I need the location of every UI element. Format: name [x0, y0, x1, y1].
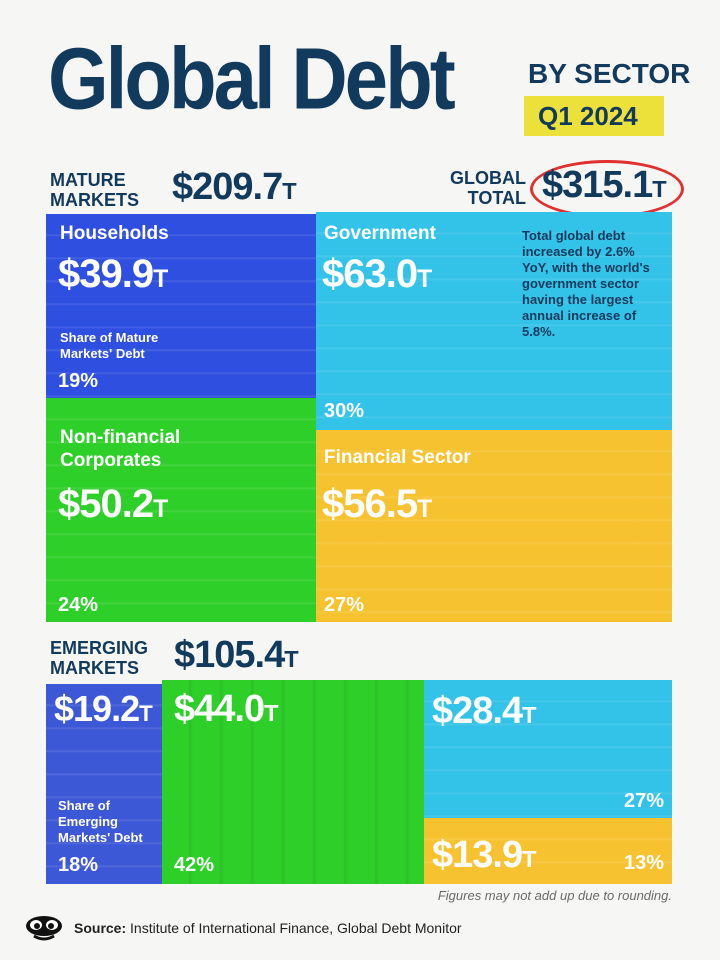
emerging-government-value: $28.4T: [432, 690, 537, 732]
households-block: Households $39.9T Share of Mature Market…: [46, 214, 316, 398]
government-block: Government $63.0T 30%: [316, 212, 672, 430]
emerging-financial-block: $13.9T 13%: [424, 818, 672, 884]
government-share: 30%: [324, 400, 365, 422]
households-label: Households: [60, 223, 169, 244]
chart-title: Global Debt: [48, 29, 456, 128]
emerging-financial-value: $13.9T: [432, 834, 537, 876]
corporates-label: Non-financial Corporates: [60, 427, 181, 471]
government-value: $63.0T: [322, 252, 432, 296]
emerging-government-block: $28.4T 27%: [424, 680, 672, 818]
period-label: Q1 2024: [538, 101, 638, 131]
financial-label: Financial Sector: [324, 447, 471, 468]
emerging-financial-share: 13%: [623, 852, 664, 874]
financial-block: Financial Sector $56.5T 27%: [316, 430, 672, 622]
period-highlight: [524, 96, 664, 136]
emerging-markets-label: EMERGING MARKETS: [50, 638, 149, 678]
emerging-corporates-share: 42%: [174, 854, 215, 876]
chart-subtitle: BY SECTOR: [528, 58, 691, 89]
emerging-corporates-block: $44.0T 42%: [162, 680, 424, 884]
corporates-share: 24%: [58, 594, 99, 616]
visual-capitalist-logo-icon: [26, 916, 62, 941]
corporates-value: $50.2T: [58, 482, 168, 526]
emerging-government-share: 27%: [623, 790, 664, 812]
households-share: 19%: [58, 370, 99, 392]
source-line: Source: Institute of International Finan…: [74, 920, 462, 936]
emerging-households-share: 18%: [58, 854, 99, 876]
rounding-footnote: Figures may not add up due to rounding.: [437, 888, 672, 903]
emerging-households-block: $19.2T Share of Emerging Markets' Debt 1…: [46, 684, 162, 884]
mature-markets-total: $209.7T: [172, 166, 297, 208]
emerging-markets-total: $105.4T: [174, 634, 299, 676]
households-value: $39.9T: [58, 252, 168, 296]
corporates-block: Non-financial Corporates $50.2T 24%: [46, 398, 316, 622]
mature-markets-label: MATURE MARKETS: [50, 170, 139, 210]
emerging-households-value: $19.2T: [54, 688, 153, 729]
growth-note: Total global debt increased by 2.6% YoY,…: [522, 228, 650, 339]
financial-value: $56.5T: [322, 482, 432, 526]
share-mature-label: Share of Mature Markets' Debt: [60, 330, 159, 361]
government-label: Government: [324, 223, 436, 244]
financial-share: 27%: [324, 594, 365, 616]
emerging-corporates-value: $44.0T: [174, 688, 279, 730]
global-total-label: GLOBAL TOTAL: [450, 168, 526, 208]
share-emerging-label: Share of Emerging Markets' Debt: [58, 798, 143, 845]
global-total-value: $315.1T: [542, 164, 667, 206]
